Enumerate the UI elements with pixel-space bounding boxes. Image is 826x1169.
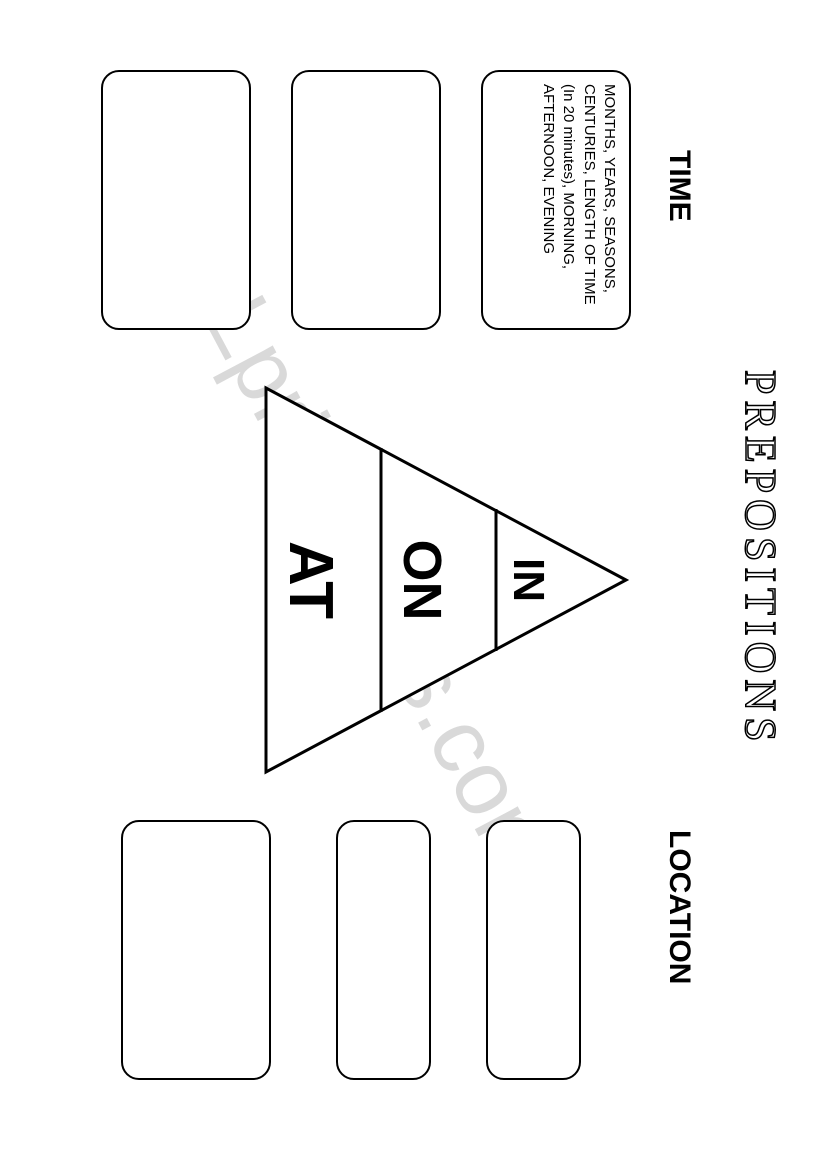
box-time-at xyxy=(101,70,251,330)
box-time-on-text xyxy=(419,72,439,328)
pyramid-label-on: ON xyxy=(391,380,453,780)
box-time-in: MONTHS, YEARS, SEASONS, CENTURIES, LENGT… xyxy=(481,70,631,330)
box-loc-at xyxy=(121,820,271,1080)
box-time-in-text: MONTHS, YEARS, SEASONS, CENTURIES, LENGT… xyxy=(528,72,629,328)
box-loc-in xyxy=(486,820,581,1080)
pyramid: IN ON AT xyxy=(251,380,631,780)
box-loc-on xyxy=(336,820,431,1080)
heading-time: TIME xyxy=(662,150,696,222)
pyramid-label-at: AT xyxy=(275,380,346,780)
worksheet-canvas: ESLprintables.com PREPOSITIONS TIME LOCA… xyxy=(0,0,826,1169)
box-time-at-text xyxy=(229,72,249,328)
heading-location: LOCATION xyxy=(662,830,696,984)
box-loc-at-text xyxy=(249,822,269,1078)
box-loc-in-text xyxy=(559,822,579,1078)
box-time-on xyxy=(291,70,441,330)
page-title: PREPOSITIONS xyxy=(735,370,786,748)
box-loc-on-text xyxy=(409,822,429,1078)
pyramid-label-in: IN xyxy=(503,380,553,780)
